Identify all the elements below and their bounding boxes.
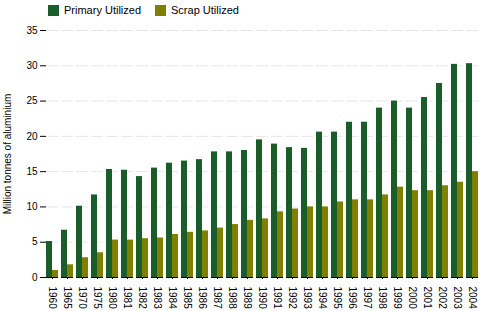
svg-text:10: 10 xyxy=(26,201,38,212)
svg-text:2002: 2002 xyxy=(437,287,448,310)
svg-text:2003: 2003 xyxy=(452,287,463,310)
svg-text:0: 0 xyxy=(32,272,38,283)
svg-text:1981: 1981 xyxy=(122,287,133,310)
html-text:Primary Utilized: Primary Utilized xyxy=(64,4,141,16)
svg-text:1991: 1991 xyxy=(272,287,283,310)
svg-text:1990: 1990 xyxy=(257,287,268,310)
svg-text:1999: 1999 xyxy=(392,287,403,310)
svg-text:1994: 1994 xyxy=(317,287,328,310)
svg-text:1983: 1983 xyxy=(152,287,163,310)
svg-text:1993: 1993 xyxy=(302,287,313,310)
svg-text:35: 35 xyxy=(26,25,38,36)
svg-text:1987: 1987 xyxy=(212,287,223,310)
svg-text:5: 5 xyxy=(32,236,38,247)
svg-text:1995: 1995 xyxy=(332,287,343,310)
svg-text:1965: 1965 xyxy=(62,287,73,310)
svg-text:2004: 2004 xyxy=(467,287,478,310)
svg-text:1975: 1975 xyxy=(92,287,103,310)
html-text:Scrap Utilized: Scrap Utilized xyxy=(171,4,239,16)
svg-text:1989: 1989 xyxy=(242,287,253,310)
svg-text:20: 20 xyxy=(26,131,38,142)
svg-text:1992: 1992 xyxy=(287,287,298,310)
svg-text:15: 15 xyxy=(26,166,38,177)
svg-text:2000: 2000 xyxy=(407,287,418,310)
svg-text:1970: 1970 xyxy=(77,287,88,310)
svg-text:Million tonnes of aluminium: Million tonnes of aluminium xyxy=(2,94,13,215)
svg-text:2001: 2001 xyxy=(422,287,433,310)
svg-text:1960: 1960 xyxy=(47,287,58,310)
svg-text:1982: 1982 xyxy=(137,287,148,310)
svg-text:1980: 1980 xyxy=(107,287,118,310)
svg-text:1984: 1984 xyxy=(167,287,178,310)
svg-text:1986: 1986 xyxy=(197,287,208,310)
svg-text:1996: 1996 xyxy=(347,287,358,310)
svg-text:30: 30 xyxy=(26,60,38,71)
svg-text:25: 25 xyxy=(26,95,38,106)
svg-text:1985: 1985 xyxy=(182,287,193,310)
svg-text:1988: 1988 xyxy=(227,287,238,310)
svg-text:1998: 1998 xyxy=(377,287,388,310)
svg-text:1997: 1997 xyxy=(362,287,373,310)
